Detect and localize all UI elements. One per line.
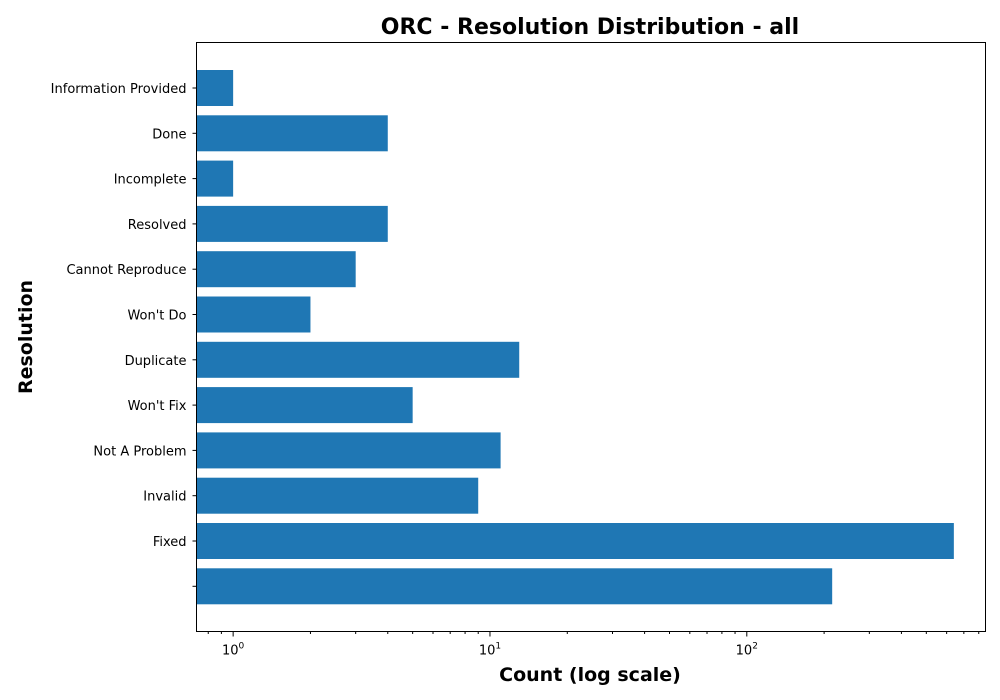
y-tick-label: Fixed (153, 535, 187, 550)
y-axis-ticks: Information Provided Done Incomplete Resolv… (51, 82, 197, 586)
y-axis-label: Resolution (15, 280, 37, 394)
x-tick-label: 101 (479, 642, 501, 659)
bar-11 (197, 568, 833, 604)
y-tick-label: Duplicate (125, 354, 187, 369)
y-tick-label: Cannot Reproduce (66, 263, 186, 278)
bar-9 (197, 478, 479, 514)
y-tick-label: Done (152, 127, 186, 142)
bar-5 (197, 297, 311, 333)
bars-group (197, 70, 954, 604)
x-axis-label: Count (log scale) (499, 664, 681, 686)
bar-1 (197, 115, 388, 151)
bar-8 (197, 432, 501, 468)
bar-2 (197, 161, 234, 197)
y-tick-label: Won't Do (127, 309, 186, 324)
y-tick-label: Not A Problem (93, 444, 186, 459)
bar-0 (197, 70, 234, 106)
y-tick-label: Resolved (128, 218, 187, 233)
y-tick-label: Invalid (143, 490, 186, 505)
bar-10 (197, 523, 954, 559)
bar-6 (197, 342, 520, 378)
x-tick-label: 100 (222, 642, 245, 659)
bar-4 (197, 251, 356, 287)
x-tick-label: 102 (736, 642, 758, 659)
y-tick-label: Won't Fix (128, 399, 187, 414)
x-axis-ticks: 100 101 102 (208, 632, 978, 659)
y-tick-label: Incomplete (114, 173, 187, 188)
chart-title: ORC - Resolution Distribution - all (381, 15, 799, 40)
bar-7 (197, 387, 413, 423)
bar-3 (197, 206, 388, 242)
y-tick-label: Information Provided (51, 82, 187, 97)
